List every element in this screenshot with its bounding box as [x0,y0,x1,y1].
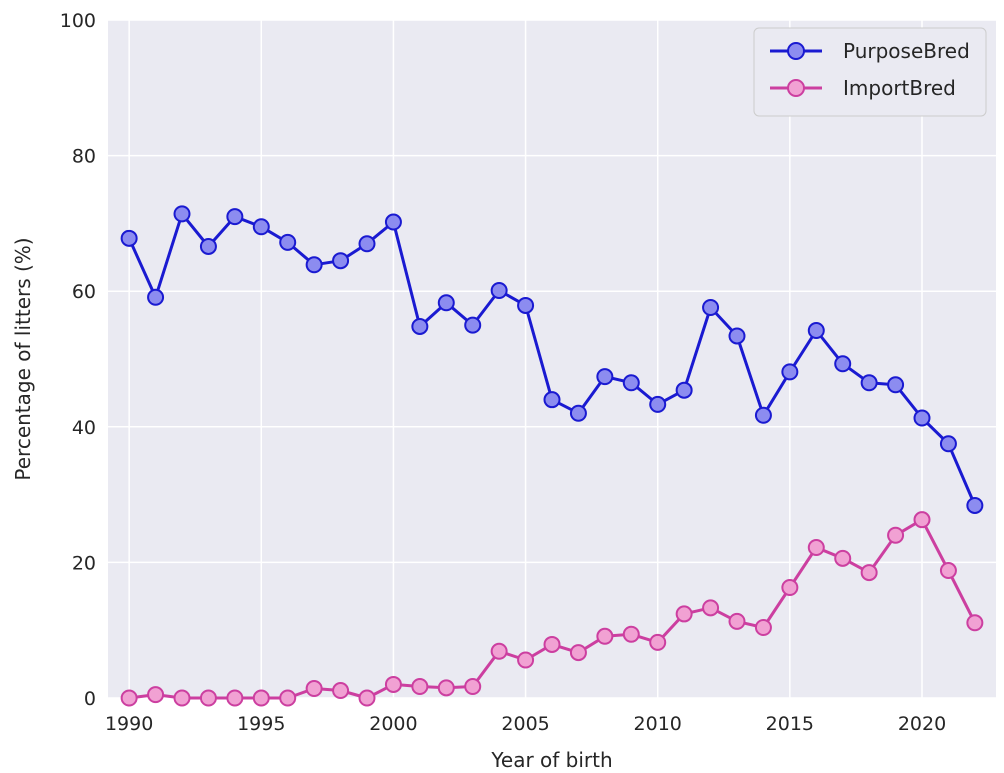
data-point-importbred-1995 [252,689,270,707]
data-point-importbred-2022 [966,614,984,632]
data-point-purposebred-2000 [384,213,402,231]
data-point-purposebred-2013 [728,327,746,345]
data-point-purposebred-2022 [966,496,984,514]
data-point-importbred-2003 [464,677,482,695]
data-point-purposebred-1994 [226,208,244,226]
data-point-importbred-1991 [147,686,165,704]
plot-area [108,20,996,698]
legend-marker-purposebred [787,42,805,60]
y-axis-tick-labels: 0 20 40 60 80 100 [60,10,96,710]
data-point-importbred-1999 [358,689,376,707]
data-point-importbred-2011 [675,605,693,623]
data-point-importbred-2005 [517,651,535,669]
data-point-importbred-2021 [939,562,957,580]
data-point-purposebred-1997 [305,256,323,274]
grid-lines [108,19,996,699]
data-point-purposebred-2019 [887,376,905,394]
data-point-purposebred-1990 [120,229,138,247]
x-tick-label-1990: 1990 [105,713,153,735]
data-point-purposebred-2011 [675,381,693,399]
data-point-importbred-2012 [702,599,720,617]
data-point-purposebred-2008 [596,368,614,386]
x-tick-label-2010: 2010 [634,713,682,735]
data-point-purposebred-2015 [781,363,799,381]
data-point-importbred-2009 [622,625,640,643]
x-tick-label-2000: 2000 [369,713,417,735]
data-point-purposebred-2012 [702,298,720,316]
data-point-importbred-2001 [411,677,429,695]
data-point-purposebred-2014 [754,406,772,424]
data-point-importbred-2013 [728,612,746,630]
data-point-importbred-1993 [199,689,217,707]
data-point-importbred-2010 [649,633,667,651]
data-point-importbred-1996 [279,689,297,707]
data-point-purposebred-1993 [199,237,217,255]
data-point-importbred-2002 [437,679,455,697]
data-point-purposebred-1995 [252,218,270,236]
data-point-purposebred-2009 [622,374,640,392]
data-point-importbred-2004 [490,642,508,660]
data-point-importbred-2007 [569,644,587,662]
data-point-purposebred-2020 [913,409,931,427]
data-point-importbred-2015 [781,578,799,596]
data-point-importbred-1997 [305,680,323,698]
data-point-purposebred-2003 [464,316,482,334]
y-tick-label-60: 60 [72,281,96,303]
series-markers [120,205,984,707]
data-point-purposebred-2018 [860,374,878,392]
x-tick-label-2020: 2020 [898,713,946,735]
data-point-importbred-2016 [807,538,825,556]
data-point-importbred-2017 [834,549,852,567]
data-point-importbred-2019 [887,526,905,544]
x-tick-label-2015: 2015 [766,713,814,735]
x-tick-label-1995: 1995 [237,713,285,735]
data-point-purposebred-2001 [411,317,429,335]
data-point-purposebred-1992 [173,205,191,223]
y-tick-label-80: 80 [72,146,96,168]
data-point-importbred-2014 [754,618,772,636]
legend-label-importbred: ImportBred [843,76,956,100]
data-point-purposebred-2006 [543,391,561,409]
legend-marker-importbred [787,79,805,97]
data-point-purposebred-1998 [332,252,350,270]
data-point-purposebred-2004 [490,282,508,300]
y-tick-label-100: 100 [60,10,96,32]
data-point-importbred-2008 [596,627,614,645]
x-axis-tick-labels: 1990 1995 2000 2005 2010 2015 2020 [105,713,946,735]
data-point-purposebred-2016 [807,322,825,340]
data-point-importbred-2000 [384,675,402,693]
data-point-purposebred-1996 [279,233,297,251]
data-point-purposebred-2007 [569,404,587,422]
data-point-purposebred-2021 [939,435,957,453]
x-axis-label: Year of birth [490,748,612,772]
data-point-importbred-1998 [332,682,350,700]
data-point-importbred-1992 [173,689,191,707]
data-point-purposebred-2017 [834,355,852,373]
data-point-importbred-2018 [860,564,878,582]
data-point-purposebred-2005 [517,296,535,314]
data-point-importbred-1994 [226,689,244,707]
data-point-importbred-2020 [913,511,931,529]
data-point-purposebred-2002 [437,294,455,312]
y-tick-label-0: 0 [84,688,96,710]
data-point-purposebred-1991 [147,288,165,306]
legend: PurposeBred ImportBred [753,27,987,117]
legend-label-purposebred: PurposeBred [843,39,970,63]
data-point-importbred-1990 [120,689,138,707]
y-tick-label-40: 40 [72,417,96,439]
data-point-purposebred-2010 [649,395,667,413]
y-axis-label: Percentage of litters (%) [11,237,35,480]
data-point-importbred-2006 [543,635,561,653]
y-tick-label-20: 20 [72,552,96,574]
x-tick-label-2005: 2005 [501,713,549,735]
data-point-purposebred-1999 [358,235,376,253]
